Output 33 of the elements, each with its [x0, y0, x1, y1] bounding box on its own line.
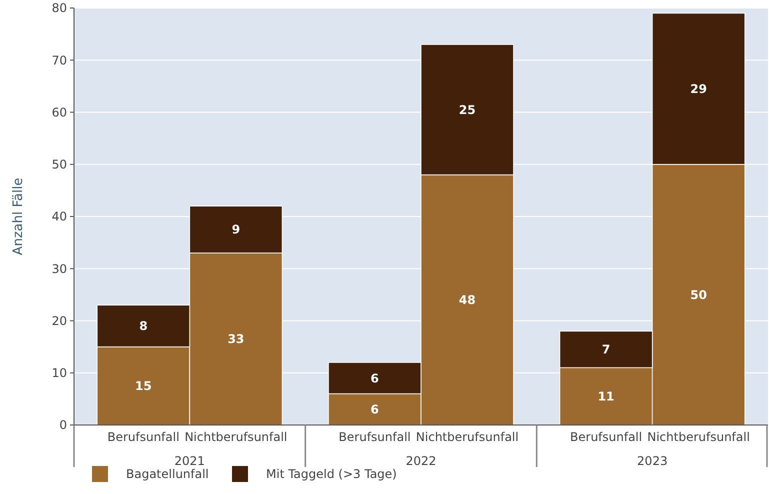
- data-label: 33: [228, 332, 244, 346]
- legend-label: Bagatellunfall: [126, 467, 209, 482]
- x-tick-label: Nichtberufsunfall: [184, 430, 288, 444]
- y-tick-label: 70: [52, 53, 67, 68]
- y-tick-label: 60: [52, 105, 67, 120]
- data-label: 8: [139, 319, 148, 334]
- data-label: 48: [458, 293, 476, 308]
- x-tick-label: Nichtberufsunfall: [647, 430, 750, 444]
- data-label: 50: [690, 288, 707, 302]
- data-label: 6: [370, 402, 379, 417]
- x-tick-label: Berufsunfall: [107, 430, 180, 444]
- x-tick-label: Berufsunfall: [570, 430, 642, 444]
- y-tick-label: 50: [52, 158, 67, 172]
- text: 2022: [406, 454, 436, 468]
- x-tick-label: Nichtberufsunfall: [416, 430, 519, 444]
- y-tick-label: 0: [59, 418, 67, 432]
- y-tick-label: 40: [52, 210, 67, 224]
- legend-label: Mit Taggeld (>3 Tage): [266, 467, 397, 482]
- y-tick-label: 80: [52, 1, 67, 16]
- y-tick-label: 20: [52, 314, 67, 328]
- data-label: 6: [370, 371, 379, 386]
- y-tick-label: 10: [52, 366, 67, 380]
- y-tick-label: 30: [52, 262, 67, 276]
- data-label: 25: [458, 102, 476, 117]
- data-label: 15: [135, 379, 152, 394]
- data-label: 7: [602, 342, 610, 357]
- data-label: 11: [598, 390, 614, 404]
- text: 2023: [637, 454, 668, 468]
- y-axis-title: Anzahl Fälle: [11, 178, 26, 256]
- data-label: 29: [690, 82, 707, 96]
- x-tick-label: Berufsunfall: [338, 430, 411, 444]
- data-label: 9: [232, 222, 240, 237]
- text: 2021: [174, 454, 205, 468]
